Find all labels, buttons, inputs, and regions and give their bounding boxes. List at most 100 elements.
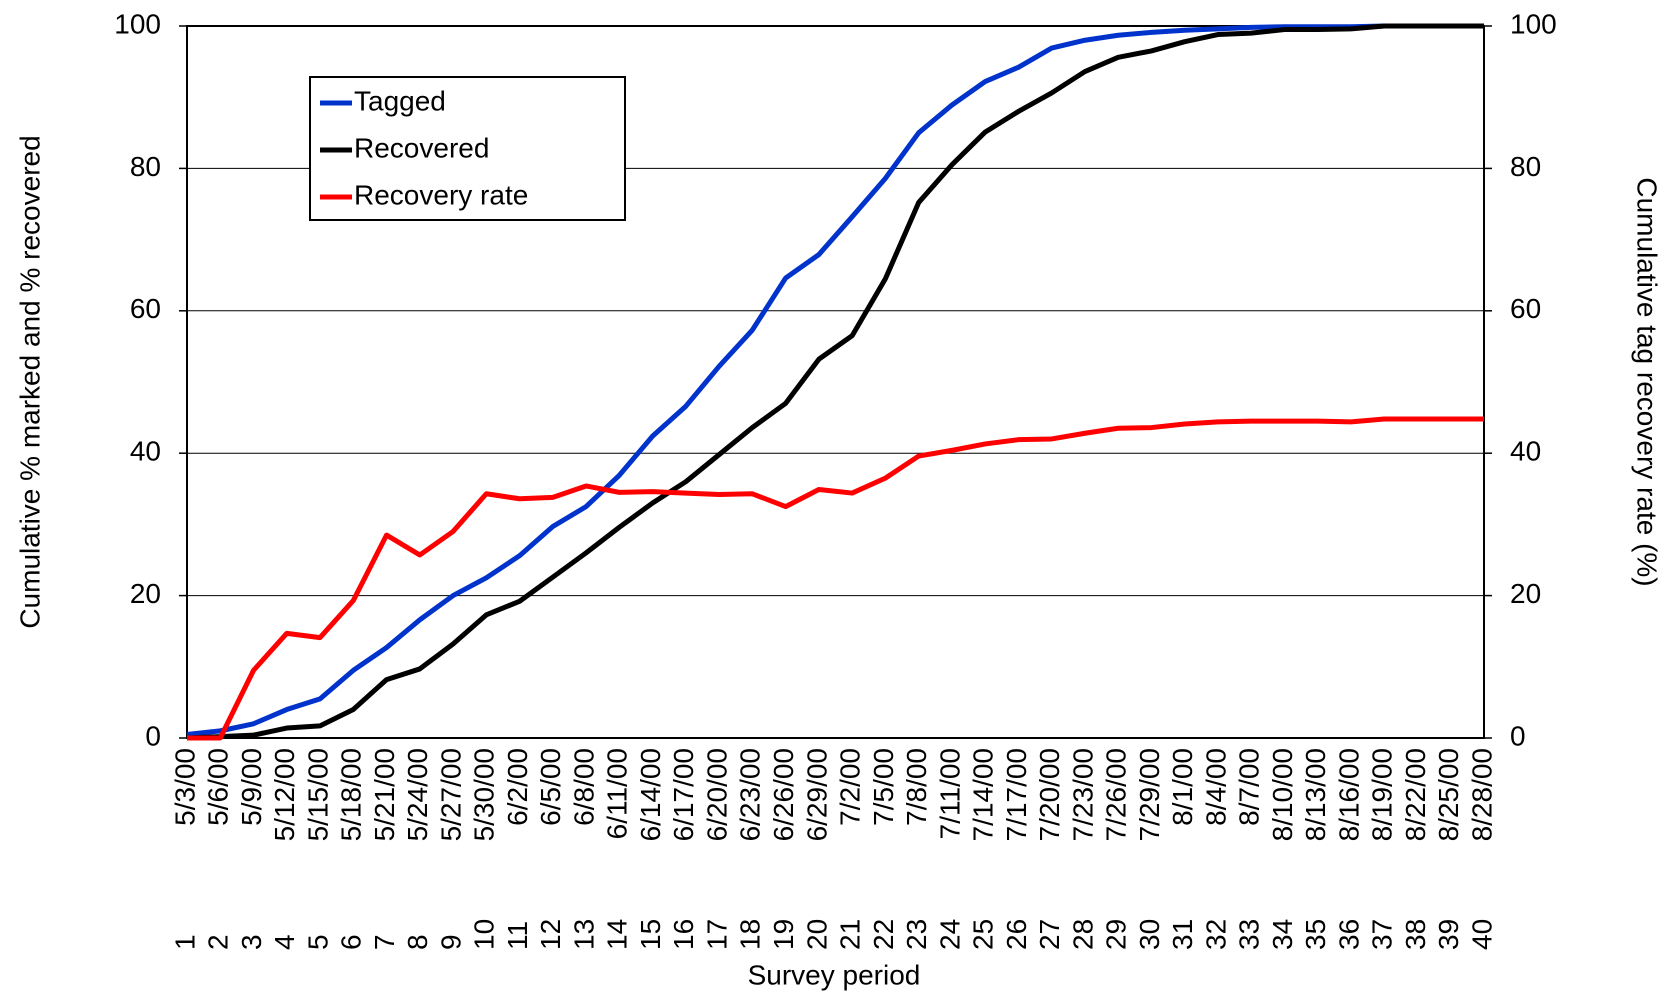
x-tick-label: 7/8/00 [901,748,932,826]
x-period-label: 3 [236,934,267,950]
x-tick-label: 5/27/00 [435,748,466,841]
x-period-label: 28 [1067,919,1098,950]
x-period-label: 29 [1101,919,1132,950]
x-tick-label: 5/24/00 [402,748,433,841]
x-period-label: 27 [1034,919,1065,950]
x-tick-label: 8/28/00 [1466,748,1497,841]
x-tick-label: 5/6/00 [203,748,234,826]
x-tick-label: 8/7/00 [1234,748,1265,826]
x-period-label: 40 [1466,919,1497,950]
x-tick-label: 8/25/00 [1433,748,1464,841]
x-period-label: 17 [701,919,732,950]
x-period-label: 39 [1433,919,1464,950]
x-tick-label: 6/2/00 [502,748,533,826]
x-tick-label: 6/20/00 [701,748,732,841]
x-period-label: 32 [1200,919,1231,950]
series-line [186,23,1484,741]
x-axis-title: Survey period [748,959,921,990]
x-tick-label: 8/13/00 [1300,748,1331,841]
x-period-label: 1 [169,934,200,950]
x-tick-label: 5/30/00 [469,748,500,841]
x-tick-label: 8/1/00 [1167,748,1198,826]
series-line [187,416,1484,741]
x-period-label: 12 [535,919,566,950]
x-period-label: 18 [735,919,766,950]
x-period-label: 20 [801,919,832,950]
x-tick-label: 5/12/00 [269,748,300,841]
x-tick-label: 6/26/00 [768,748,799,841]
x-tick-label: 7/14/00 [968,748,999,841]
y2-tick-label: 100 [1510,8,1557,39]
series-line [186,23,1484,737]
x-period-label: 2 [203,934,234,950]
x-tick-label: 7/23/00 [1067,748,1098,841]
x-tick-label: 5/15/00 [302,748,333,841]
x-tick-label: 8/4/00 [1200,748,1231,826]
y-tick-label: 100 [114,8,161,39]
y-tick-label: 60 [130,293,161,324]
x-period-label: 15 [635,919,666,950]
x-period-label: 19 [768,919,799,950]
x-tick-label: 8/16/00 [1333,748,1364,841]
x-tick-label: 8/22/00 [1400,748,1431,841]
x-tick-label: 7/20/00 [1034,748,1065,841]
x-period-label: 26 [1001,919,1032,950]
x-period-label: 6 [336,934,367,950]
x-period-label: 23 [901,919,932,950]
y2-tick-label: 60 [1510,293,1541,324]
legend-label: Recovery rate [354,179,528,210]
y2-axis-title: Cumulative tag recovery rate (%) [1632,177,1663,586]
x-period-label: 9 [435,934,466,950]
x-tick-label: 6/11/00 [602,748,633,839]
x-tick-label: 8/10/00 [1267,748,1298,841]
x-period-label: 10 [469,919,500,950]
x-tick-label: 7/26/00 [1101,748,1132,841]
y-tick-label: 20 [130,578,161,609]
plot-border [186,25,1485,739]
x-tick-label: 6/29/00 [801,748,832,841]
y-axis-title: Cumulative % marked and % recovered [14,135,45,628]
x-tick-label: 8/19/00 [1367,748,1398,841]
x-tick-label: 5/9/00 [236,748,267,826]
x-period-label: 11 [502,921,533,950]
x-tick-label: 5/3/00 [169,748,200,826]
x-period-label: 24 [934,919,965,950]
x-period-label: 5 [302,934,333,950]
y2-tick-label: 20 [1510,578,1541,609]
x-tick-label: 7/2/00 [835,748,866,826]
x-period-label: 31 [1167,919,1198,950]
x-tick-label: 7/11/00 [934,748,965,839]
x-period-label: 25 [968,919,999,950]
x-tick-label: 5/18/00 [336,748,367,841]
x-period-label: 21 [835,919,866,950]
x-period-label: 22 [868,919,899,950]
x-tick-label: 6/23/00 [735,748,766,841]
x-period-label: 13 [568,919,599,950]
x-period-label: 7 [369,934,400,950]
y2-tick-label: 80 [1510,151,1541,182]
y-tick-label: 40 [130,436,161,467]
x-tick-label: 6/5/00 [535,748,566,826]
y-tick-label: 0 [145,720,161,751]
legend-box [309,76,626,221]
y2-tick-label: 0 [1510,720,1526,751]
x-period-label: 34 [1267,919,1298,950]
legend-label: Recovered [354,132,489,163]
x-period-label: 30 [1134,919,1165,950]
legend-label: Tagged [354,85,446,116]
x-tick-label: 7/17/00 [1001,748,1032,841]
x-period-label: 4 [269,934,300,950]
x-tick-label: 6/8/00 [568,748,599,826]
x-period-label: 33 [1234,919,1265,950]
x-period-label: 14 [602,919,633,950]
x-tick-label: 7/5/00 [868,748,899,826]
x-period-label: 16 [668,919,699,950]
y2-tick-label: 40 [1510,436,1541,467]
x-period-label: 8 [402,934,433,950]
x-tick-label: 7/29/00 [1134,748,1165,841]
x-period-label: 36 [1333,919,1364,950]
x-tick-label: 6/14/00 [635,748,666,841]
x-period-label: 38 [1400,919,1431,950]
y-tick-label: 80 [130,151,161,182]
